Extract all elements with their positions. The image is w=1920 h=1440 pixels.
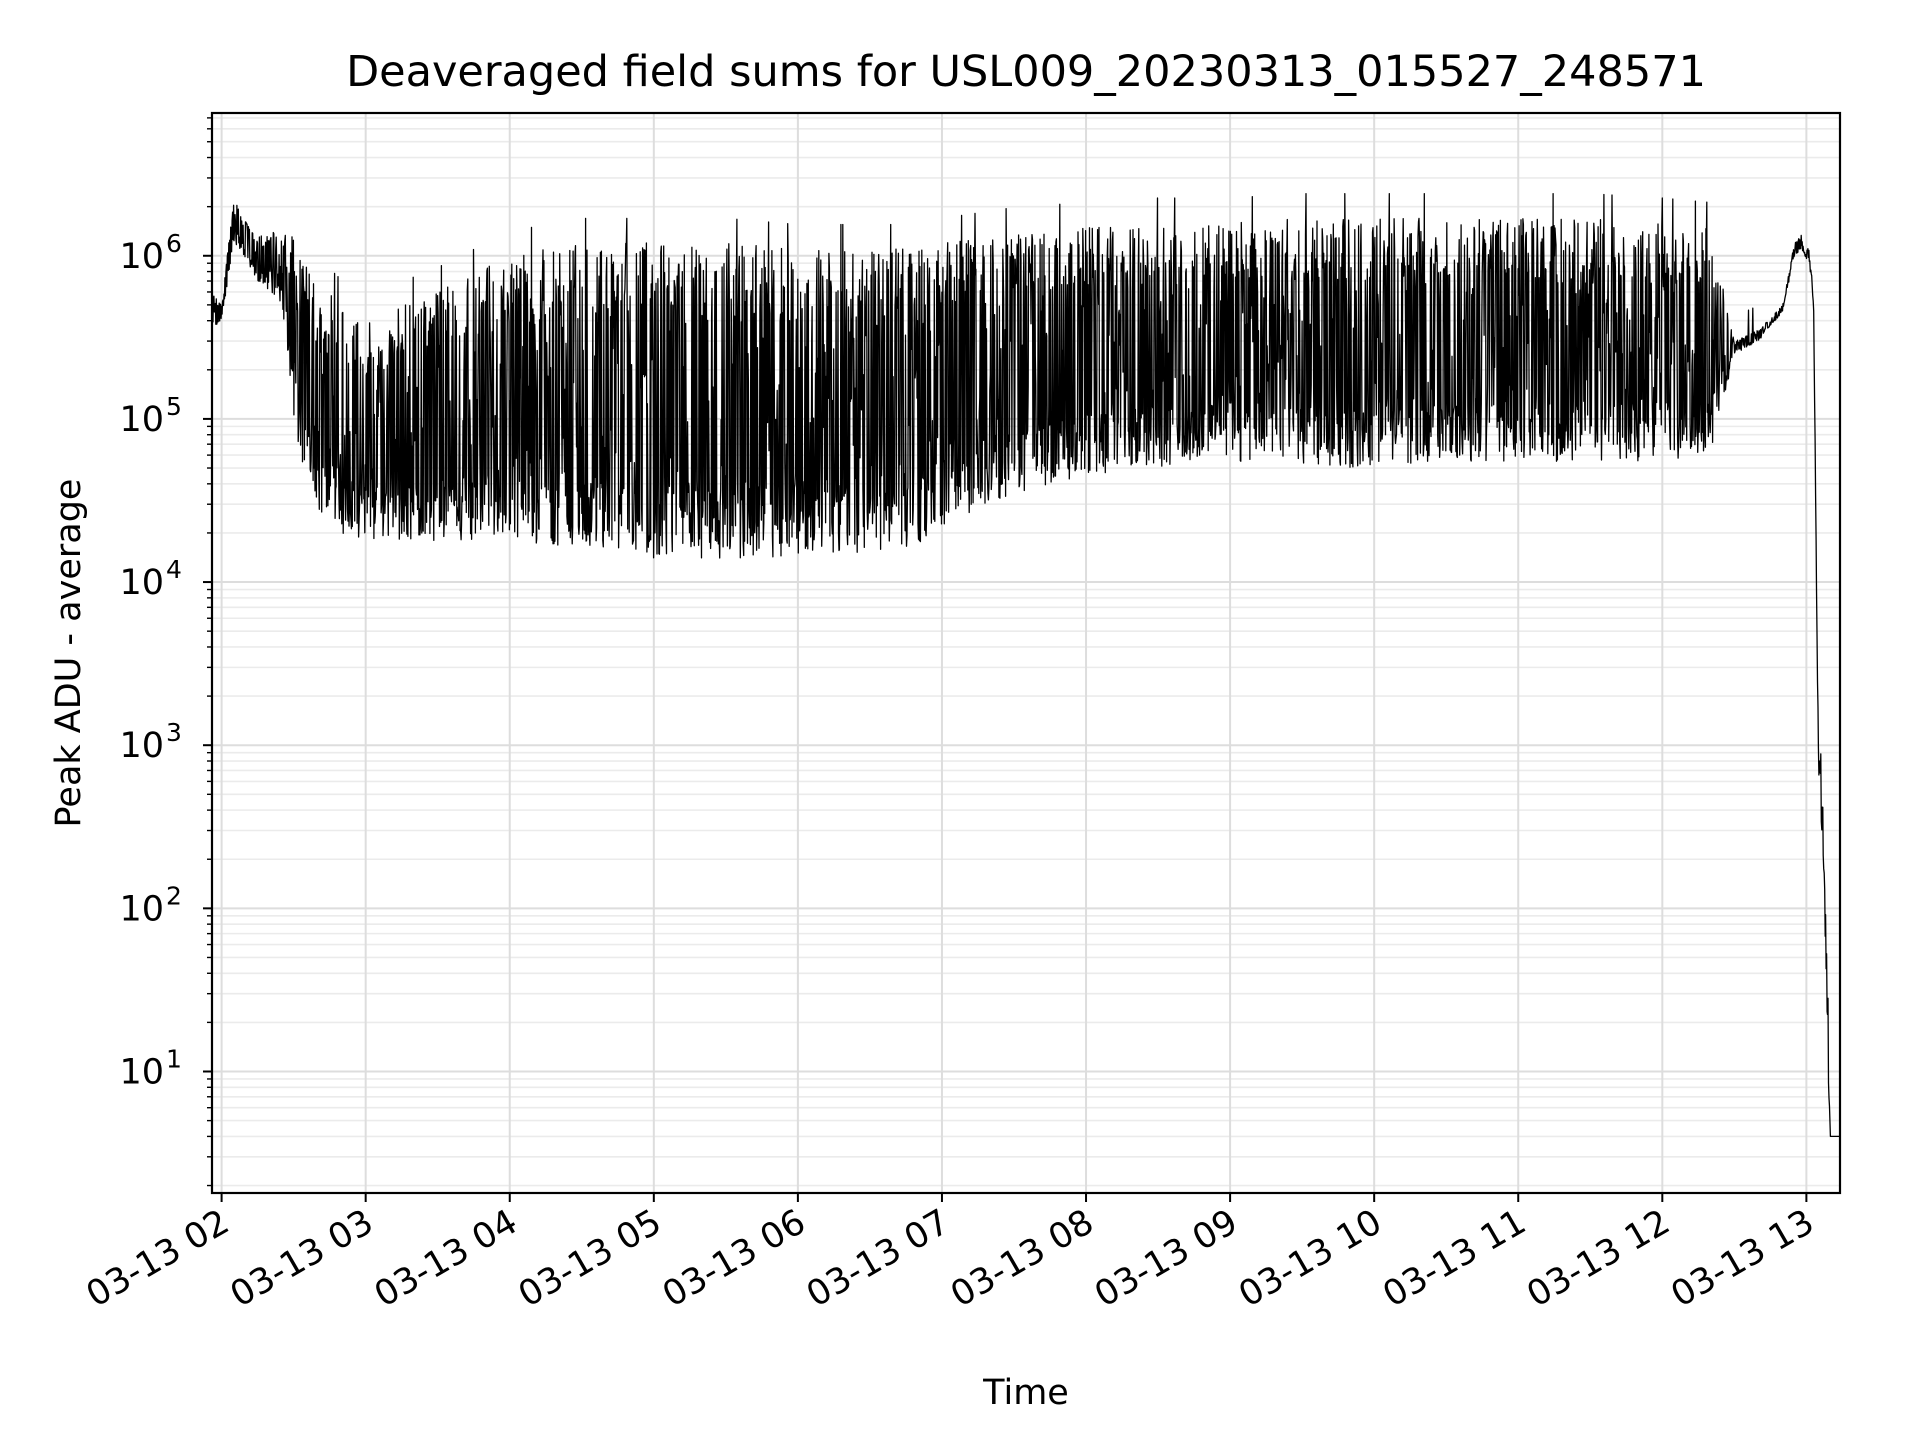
y-tick-label: 10 (119, 889, 164, 929)
plot-area (211, 193, 1841, 1138)
y-axis-label: Peak ADU - average (49, 479, 89, 828)
x-axis-label: Time (982, 1373, 1069, 1413)
y-tick-label: 10 (119, 1052, 164, 1092)
y-tick-exponent: 5 (166, 392, 182, 421)
y-tick-exponent: 4 (166, 555, 182, 584)
y-tick-label: 10 (119, 726, 164, 766)
axes-frame (210, 111, 1842, 1195)
y-tick-exponent: 3 (166, 718, 182, 747)
chart-title: Deaveraged field sums for USL009_2023031… (346, 47, 1706, 97)
series-line (211, 193, 1841, 1138)
y-tick-label: 10 (119, 400, 164, 440)
tick-marks (203, 117, 1808, 1202)
y-tick-exponent: 2 (166, 881, 182, 910)
y-tick-exponent: 1 (166, 1044, 182, 1073)
y-tick-label: 10 (119, 563, 164, 603)
grid-lines (212, 113, 1840, 1193)
y-tick-label: 10 (119, 237, 164, 277)
y-tick-exponent: 6 (166, 229, 182, 258)
